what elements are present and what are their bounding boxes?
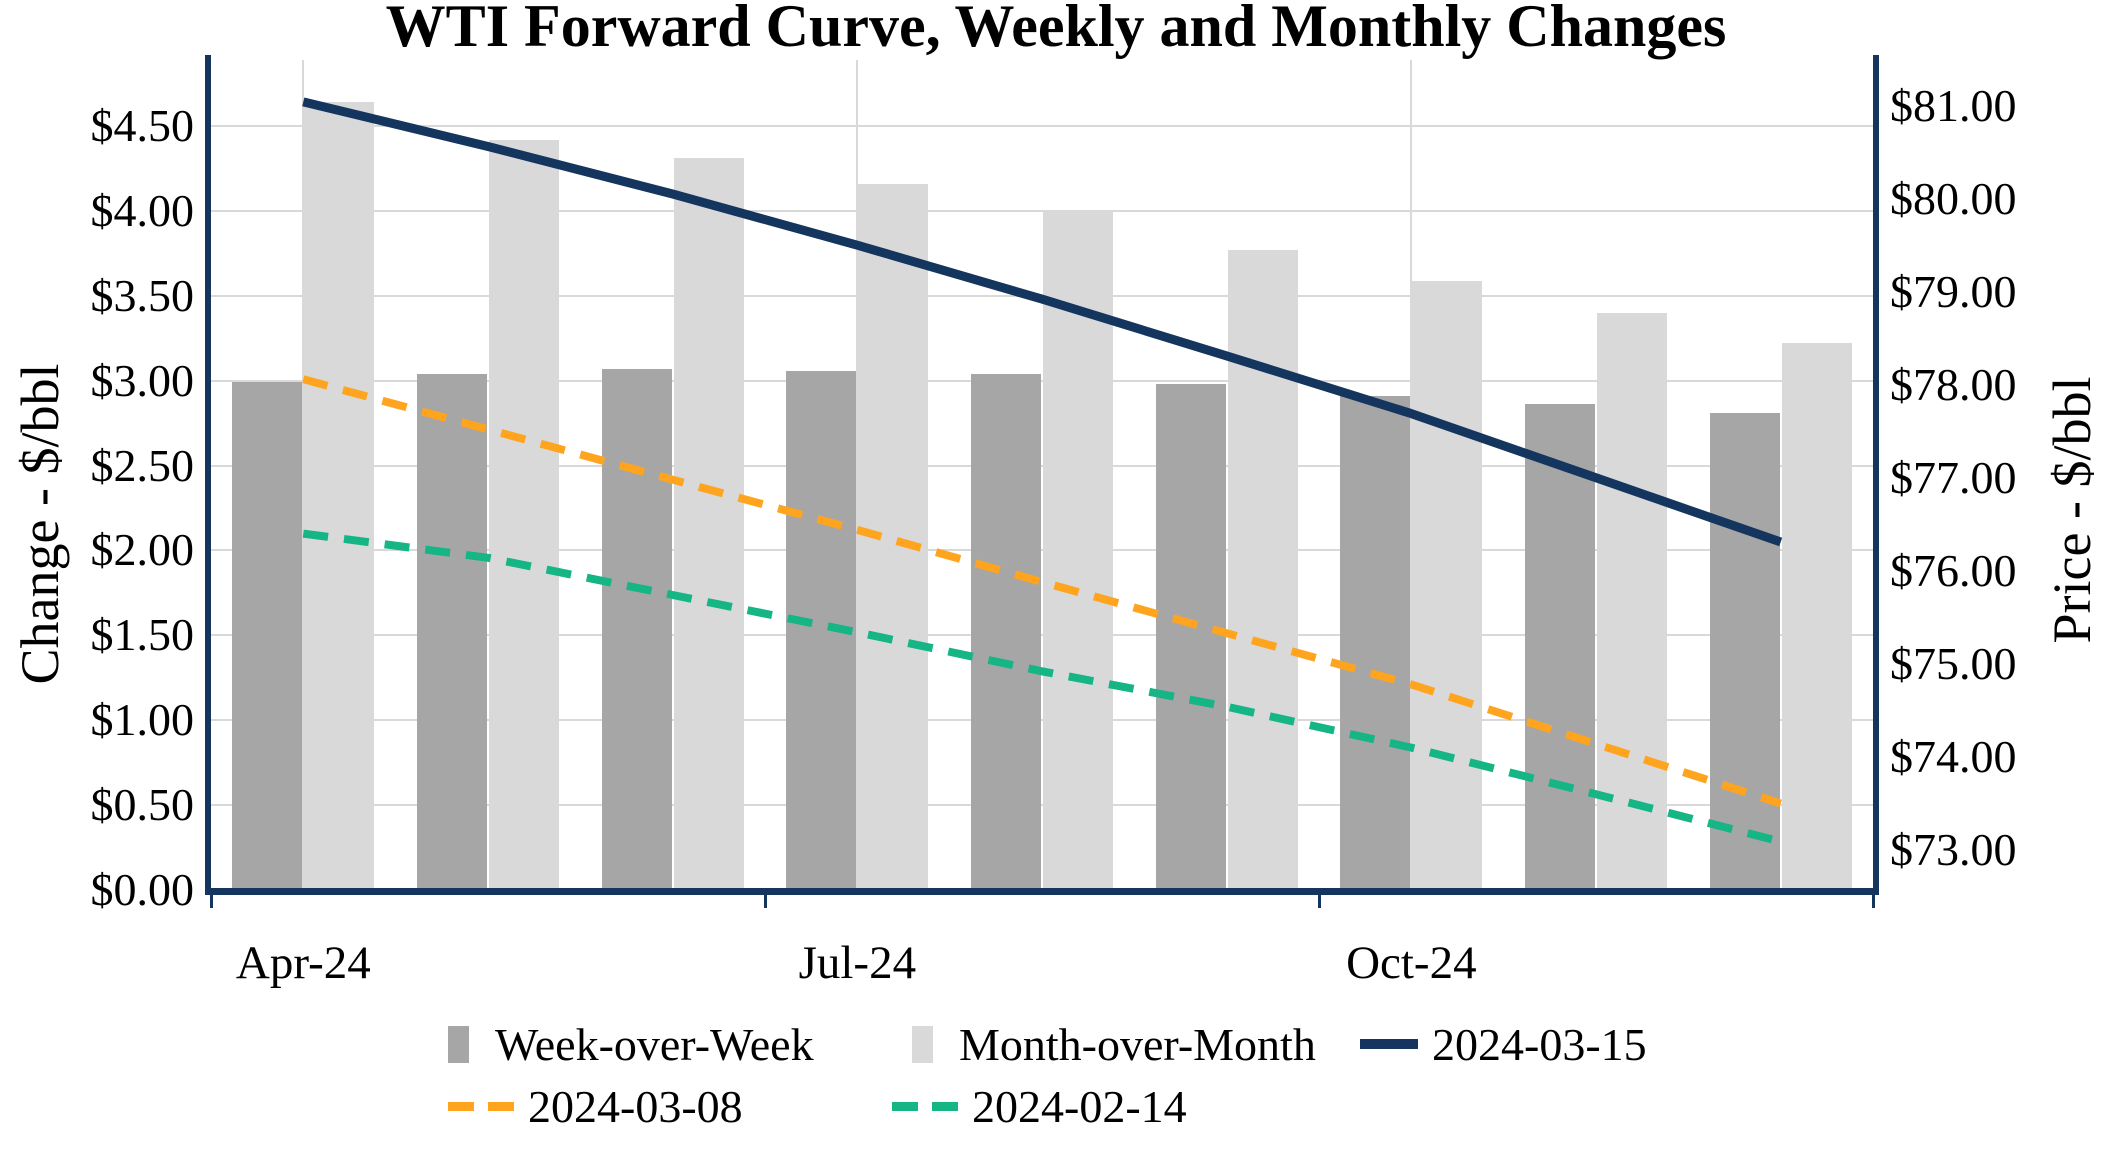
legend-label-month-over-month: Month-over-Month xyxy=(959,1018,1316,1070)
legend-dash-segment xyxy=(892,1101,918,1111)
horizontal-gridline xyxy=(211,294,1873,297)
left-axis-tick-label: $0.00 xyxy=(90,864,195,915)
x-axis-tick xyxy=(1317,895,1321,908)
bar-month-over-month-oct-24 xyxy=(1412,280,1483,890)
legend-dashed-line-swatch xyxy=(892,1101,958,1111)
right-axis-tick-label: $73.00 xyxy=(1890,823,2017,875)
bottom-axis-line xyxy=(205,888,1879,895)
legend-bar-swatch xyxy=(448,1025,469,1063)
legend-item-2024-03-15: 2024-03-15 xyxy=(1360,1014,1647,1074)
left-axis-tick-label: $3.50 xyxy=(90,269,195,321)
bar-month-over-month-may-24 xyxy=(489,139,559,890)
bar-month-over-month-dec-24 xyxy=(1781,343,1852,890)
right-axis-tick-label: $76.00 xyxy=(1890,544,2017,596)
chart-title: WTI Forward Curve, Weekly and Monthly Ch… xyxy=(385,0,1727,59)
left-axis-tick-label: $4.50 xyxy=(90,100,195,152)
right-axis-tick-label: $75.00 xyxy=(1890,637,2017,689)
right-axis-tick-label: $77.00 xyxy=(1890,451,2017,503)
bar-week-over-week-apr-24 xyxy=(232,382,303,890)
legend-dash-segment xyxy=(488,1101,514,1111)
x-axis-label-apr-24: Apr-24 xyxy=(235,937,371,989)
bar-week-over-week-dec-24 xyxy=(1709,412,1780,890)
legend-item-2024-02-14: 2024-02-14 xyxy=(892,1076,1187,1136)
x-axis-label-jul-24: Jul-24 xyxy=(798,937,917,989)
legend-item-2024-03-08: 2024-03-08 xyxy=(448,1076,743,1136)
right-axis-title: Price - $/bbl xyxy=(2042,376,2102,644)
right-axis-tick-label: $81.00 xyxy=(1890,79,2017,131)
legend-item-week-over-week: Week-over-Week xyxy=(448,1014,814,1074)
right-axis-tick-label: $74.00 xyxy=(1890,730,2017,782)
left-axis-tick-label: $2.50 xyxy=(90,439,195,491)
right-axis-tick-label: $80.00 xyxy=(1890,172,2017,224)
x-axis-tick xyxy=(209,895,213,908)
x-axis-label-oct-24: Oct-24 xyxy=(1346,937,1477,989)
right-axis-tick-label: $78.00 xyxy=(1890,358,2017,410)
bar-month-over-month-apr-24 xyxy=(304,102,375,890)
x-axis-tick xyxy=(1871,895,1875,908)
legend-item-month-over-month: Month-over-Month xyxy=(912,1014,1316,1074)
legend-label-2024-03-15: 2024-03-15 xyxy=(1432,1018,1647,1070)
legend-bar-swatch xyxy=(912,1025,933,1063)
x-axis-tick xyxy=(763,895,767,908)
left-axis-tick-label: $1.00 xyxy=(90,694,195,746)
bar-month-over-month-jul-24 xyxy=(858,183,929,890)
bar-week-over-week-jul-24 xyxy=(786,370,857,890)
left-axis-line xyxy=(205,55,211,895)
bar-month-over-month-nov-24 xyxy=(1597,312,1667,890)
right-axis-tick-label: $79.00 xyxy=(1890,265,2017,317)
legend-line-swatch xyxy=(1360,1039,1418,1049)
legend-dash-segment xyxy=(932,1101,958,1111)
legend-dashed-line-swatch xyxy=(448,1101,514,1111)
bar-week-over-week-jun-24 xyxy=(601,368,672,890)
left-axis-tick-label: $4.00 xyxy=(90,184,195,236)
legend-label-week-over-week: Week-over-Week xyxy=(495,1018,814,1070)
left-axis-tick-label: $1.50 xyxy=(90,609,195,661)
left-axis-tick-label: $0.50 xyxy=(90,779,195,831)
bar-month-over-month-jun-24 xyxy=(673,158,744,890)
left-axis-tick-label: $3.00 xyxy=(90,354,195,406)
bar-week-over-week-may-24 xyxy=(417,373,487,890)
legend-label-2024-03-08: 2024-03-08 xyxy=(528,1080,743,1132)
bar-week-over-week-oct-24 xyxy=(1340,395,1411,890)
right-axis-line xyxy=(1873,55,1879,895)
left-axis-tick-label: $2.00 xyxy=(90,524,195,576)
bar-week-over-week-aug-24 xyxy=(971,373,1041,890)
legend-dash-segment xyxy=(448,1101,474,1111)
bar-month-over-month-aug-24 xyxy=(1043,210,1113,890)
legend-label-2024-02-14: 2024-02-14 xyxy=(972,1080,1187,1132)
horizontal-gridline xyxy=(211,125,1873,128)
horizontal-gridline xyxy=(211,209,1873,212)
bar-week-over-week-nov-24 xyxy=(1525,404,1595,890)
bar-month-over-month-sep-24 xyxy=(1227,249,1298,890)
bar-week-over-week-sep-24 xyxy=(1155,384,1226,890)
